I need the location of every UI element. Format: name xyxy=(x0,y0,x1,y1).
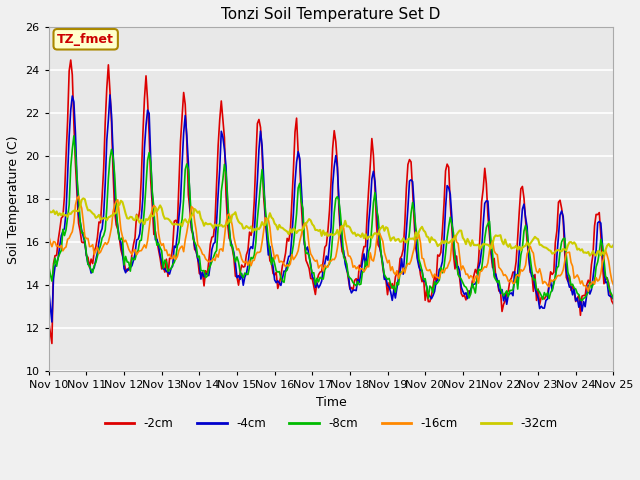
-2cm xyxy=(48,341,56,347)
-2cm xyxy=(45,319,52,325)
-4cm xyxy=(543,296,551,302)
Text: TZ_fmet: TZ_fmet xyxy=(57,33,114,46)
-16cm xyxy=(368,257,376,263)
-16cm xyxy=(542,280,550,286)
-8cm xyxy=(578,298,586,303)
-4cm xyxy=(401,250,408,256)
-2cm xyxy=(369,152,377,158)
-16cm xyxy=(584,288,592,294)
-16cm xyxy=(152,204,159,210)
-4cm xyxy=(153,237,161,242)
-32cm xyxy=(399,236,407,241)
-4cm xyxy=(45,287,52,293)
-16cm xyxy=(75,193,83,199)
-8cm xyxy=(61,233,68,239)
-4cm xyxy=(106,92,114,98)
-2cm xyxy=(153,239,161,244)
-8cm xyxy=(387,281,394,287)
-8cm xyxy=(368,224,376,229)
Line: -32cm: -32cm xyxy=(49,198,613,256)
Legend: -2cm, -4cm, -8cm, -16cm, -32cm: -2cm, -4cm, -8cm, -16cm, -32cm xyxy=(100,412,562,434)
-32cm xyxy=(61,213,68,218)
X-axis label: Time: Time xyxy=(316,396,346,409)
-2cm xyxy=(67,57,75,63)
Title: Tonzi Soil Temperature Set D: Tonzi Soil Temperature Set D xyxy=(221,7,441,22)
-8cm xyxy=(45,263,52,269)
-16cm xyxy=(61,245,68,251)
-32cm xyxy=(368,235,376,241)
-8cm xyxy=(152,233,159,239)
-16cm xyxy=(609,282,617,288)
-2cm xyxy=(543,292,551,298)
-32cm xyxy=(79,195,87,201)
-32cm xyxy=(152,205,159,211)
-8cm xyxy=(70,133,77,139)
-4cm xyxy=(369,168,377,174)
-32cm xyxy=(592,253,600,259)
-2cm xyxy=(388,281,396,287)
-4cm xyxy=(48,319,56,325)
-8cm xyxy=(542,293,550,299)
-32cm xyxy=(387,238,394,243)
Y-axis label: Soil Temperature (C): Soil Temperature (C) xyxy=(7,135,20,264)
-32cm xyxy=(45,207,52,213)
-2cm xyxy=(401,221,408,227)
-2cm xyxy=(609,301,617,307)
-16cm xyxy=(399,265,407,271)
Line: -16cm: -16cm xyxy=(49,196,613,291)
-32cm xyxy=(542,245,550,251)
-2cm xyxy=(62,153,70,159)
-16cm xyxy=(45,233,52,239)
-8cm xyxy=(399,268,407,274)
Line: -8cm: -8cm xyxy=(49,136,613,300)
-8cm xyxy=(609,296,617,301)
-16cm xyxy=(387,268,394,274)
Line: -4cm: -4cm xyxy=(49,95,613,322)
-4cm xyxy=(62,209,70,215)
-32cm xyxy=(609,242,617,248)
-4cm xyxy=(609,296,617,302)
-4cm xyxy=(388,298,396,303)
Line: -2cm: -2cm xyxy=(49,60,613,344)
